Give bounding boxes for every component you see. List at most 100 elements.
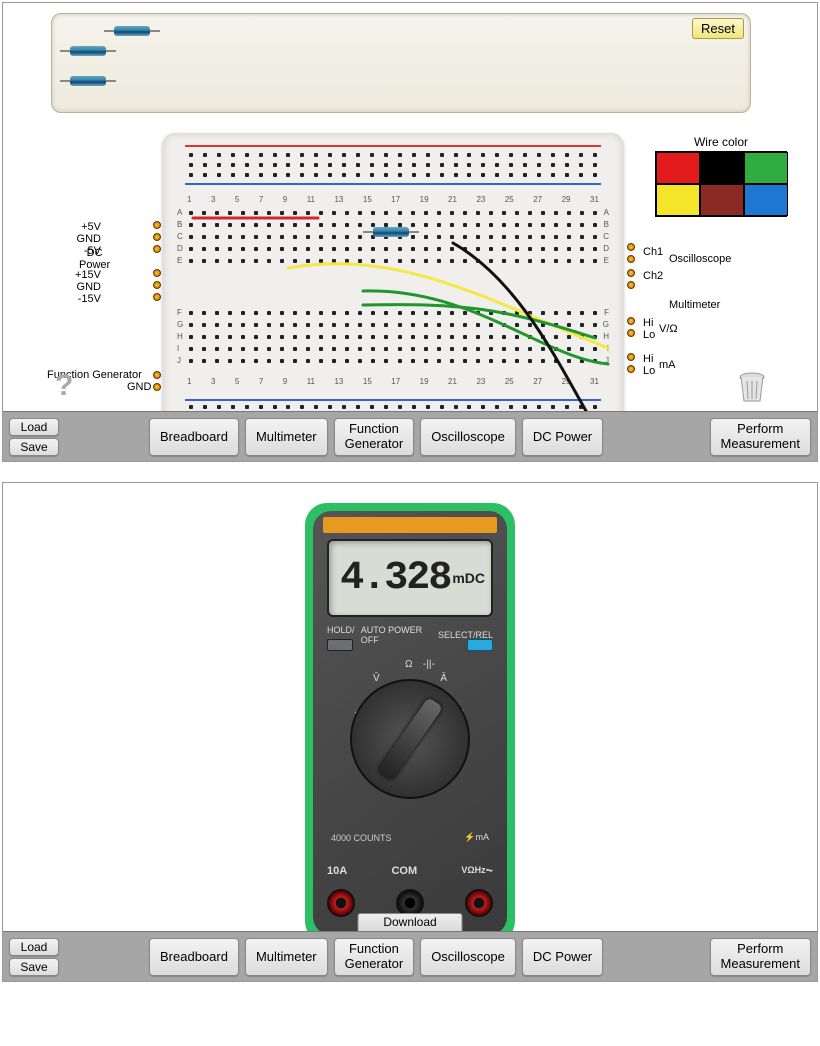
wire-color-swatch-5[interactable] xyxy=(744,184,788,216)
osc-ch1-port-a[interactable] xyxy=(627,243,635,251)
lcd-value: 4.328 xyxy=(340,556,450,601)
jack-com-label: COM xyxy=(391,865,417,877)
row-letter: C xyxy=(177,232,183,241)
wire-color-palette: Wire color xyxy=(655,135,787,217)
oscilloscope-label: Oscilloscope xyxy=(669,253,731,265)
tab-function-generator-2[interactable]: Function Generator xyxy=(334,938,415,976)
tab-dc-power-2[interactable]: DC Power xyxy=(522,938,603,976)
reset-button[interactable]: Reset xyxy=(692,18,744,39)
row-letter: I xyxy=(607,344,609,353)
wire-color-swatch-2[interactable] xyxy=(744,152,788,184)
jack-vohm[interactable] xyxy=(465,889,493,917)
dc-port-2[interactable] xyxy=(153,245,161,253)
dc-port-label-1: GND xyxy=(61,233,101,245)
mm-a-hi-label: Hi xyxy=(643,353,653,365)
mm-a-unit-label: mA xyxy=(659,359,676,371)
dc-port-label-0: +5V xyxy=(61,221,101,233)
tab-breadboard-2[interactable]: Breadboard xyxy=(149,938,239,976)
multimeter-label: Multimeter xyxy=(669,299,720,311)
tray-resistor-1[interactable] xyxy=(70,46,106,56)
breadboard-panel: Reset DC Power +5VGND-5V+15VGND-15V Func… xyxy=(2,2,818,462)
osc-ch2-label: Ch2 xyxy=(643,270,663,282)
help-icon[interactable]: ? xyxy=(55,369,73,403)
row-letter: B xyxy=(177,220,182,229)
tab-breadboard[interactable]: Breadboard xyxy=(149,418,239,456)
dc-port-5[interactable] xyxy=(153,293,161,301)
row-letter: C xyxy=(603,232,609,241)
load-button-2[interactable]: Load xyxy=(9,938,59,956)
mm-v-lo-port[interactable] xyxy=(627,329,635,337)
palette-title: Wire color xyxy=(655,135,787,149)
row-letter: E xyxy=(177,256,182,265)
tray-resistor-2[interactable] xyxy=(70,76,106,86)
placed-resistor[interactable] xyxy=(373,227,409,237)
multimeter-panel: 4.328 mDC HOLD/☼ AUTO POWER OFF SELECT/R… xyxy=(2,482,818,982)
save-button[interactable]: Save xyxy=(9,438,59,456)
tab-multimeter[interactable]: Multimeter xyxy=(245,418,328,456)
row-letter: J xyxy=(177,356,181,365)
jack-10a[interactable] xyxy=(327,889,355,917)
row-letter: F xyxy=(604,308,609,317)
dc-port-0[interactable] xyxy=(153,221,161,229)
dc-port-1[interactable] xyxy=(153,233,161,241)
dc-port-3[interactable] xyxy=(153,269,161,277)
multimeter-instrument: 4.328 mDC HOLD/☼ AUTO POWER OFF SELECT/R… xyxy=(305,503,515,943)
mm-v-lo-label: Lo xyxy=(643,329,655,341)
mm-v-hi-port[interactable] xyxy=(627,317,635,325)
dc-port-label-3: +15V xyxy=(61,269,101,281)
dial-ohm-label: Ω xyxy=(405,659,412,670)
osc-ch2-port-b[interactable] xyxy=(627,281,635,289)
wire-color-swatch-0[interactable] xyxy=(656,152,700,184)
tab-multimeter-2[interactable]: Multimeter xyxy=(245,938,328,976)
tab-function-generator[interactable]: Function Generator xyxy=(334,418,415,456)
counts-label: 4000 COUNTS xyxy=(331,833,392,843)
row-letter: D xyxy=(603,244,609,253)
row-letter: F xyxy=(177,308,182,317)
fg-gnd-port[interactable] xyxy=(153,383,161,391)
lcd-unit: mDC xyxy=(452,570,485,586)
mm-a-hi-port[interactable] xyxy=(627,353,635,361)
row-letter: H xyxy=(603,332,609,341)
tab-oscilloscope[interactable]: Oscilloscope xyxy=(420,418,516,456)
tab-dc-power[interactable]: DC Power xyxy=(522,418,603,456)
row-letter: J xyxy=(605,356,609,365)
perform-measurement-button[interactable]: Perform Measurement xyxy=(710,418,811,456)
row-letter: H xyxy=(177,332,183,341)
osc-ch1-port-b[interactable] xyxy=(627,255,635,263)
row-letter: D xyxy=(177,244,183,253)
row-letter: A xyxy=(604,208,609,217)
select-button[interactable] xyxy=(467,639,493,651)
dc-port-4[interactable] xyxy=(153,281,161,289)
tab-oscilloscope-2[interactable]: Oscilloscope xyxy=(420,938,516,976)
jack-note: ⚡mA xyxy=(464,832,489,843)
breadboard[interactable]: 135791113151719212325272931 135791113151… xyxy=(163,133,623,453)
row-letter: B xyxy=(604,220,609,229)
wire-color-swatch-1[interactable] xyxy=(700,152,744,184)
row-letter: G xyxy=(177,320,183,329)
dc-port-label-4: GND xyxy=(61,281,101,293)
jack-v-label: VΩHz⏦ xyxy=(461,865,493,877)
lcd-display: 4.328 mDC xyxy=(327,539,493,617)
wire-color-swatch-4[interactable] xyxy=(700,184,744,216)
mm-a-lo-label: Lo xyxy=(643,365,655,377)
row-letter: G xyxy=(603,320,609,329)
trash-icon[interactable] xyxy=(737,371,767,403)
row-letter: I xyxy=(177,344,179,353)
component-tray: Reset xyxy=(51,13,751,113)
jack-10a-label: 10A xyxy=(327,865,347,877)
osc-ch2-port-a[interactable] xyxy=(627,269,635,277)
hold-button[interactable] xyxy=(327,639,353,651)
mm-v-hi-label: Hi xyxy=(643,317,653,329)
wire-color-swatch-3[interactable] xyxy=(656,184,700,216)
mm-a-lo-port[interactable] xyxy=(627,365,635,373)
rotary-dial[interactable] xyxy=(350,679,470,799)
toolbar: Load Save BreadboardMultimeterFunction G… xyxy=(3,411,817,461)
fg-port[interactable] xyxy=(153,371,161,379)
toolbar-bottom: Load Save BreadboardMultimeterFunction G… xyxy=(3,931,817,981)
dc-port-label-2: -5V xyxy=(61,245,101,257)
save-button-2[interactable]: Save xyxy=(9,958,59,976)
perform-measurement-button-2[interactable]: Perform Measurement xyxy=(710,938,811,976)
load-button[interactable]: Load xyxy=(9,418,59,436)
dc-port-label-5: -15V xyxy=(61,293,101,305)
tray-resistor-0[interactable] xyxy=(114,26,150,36)
